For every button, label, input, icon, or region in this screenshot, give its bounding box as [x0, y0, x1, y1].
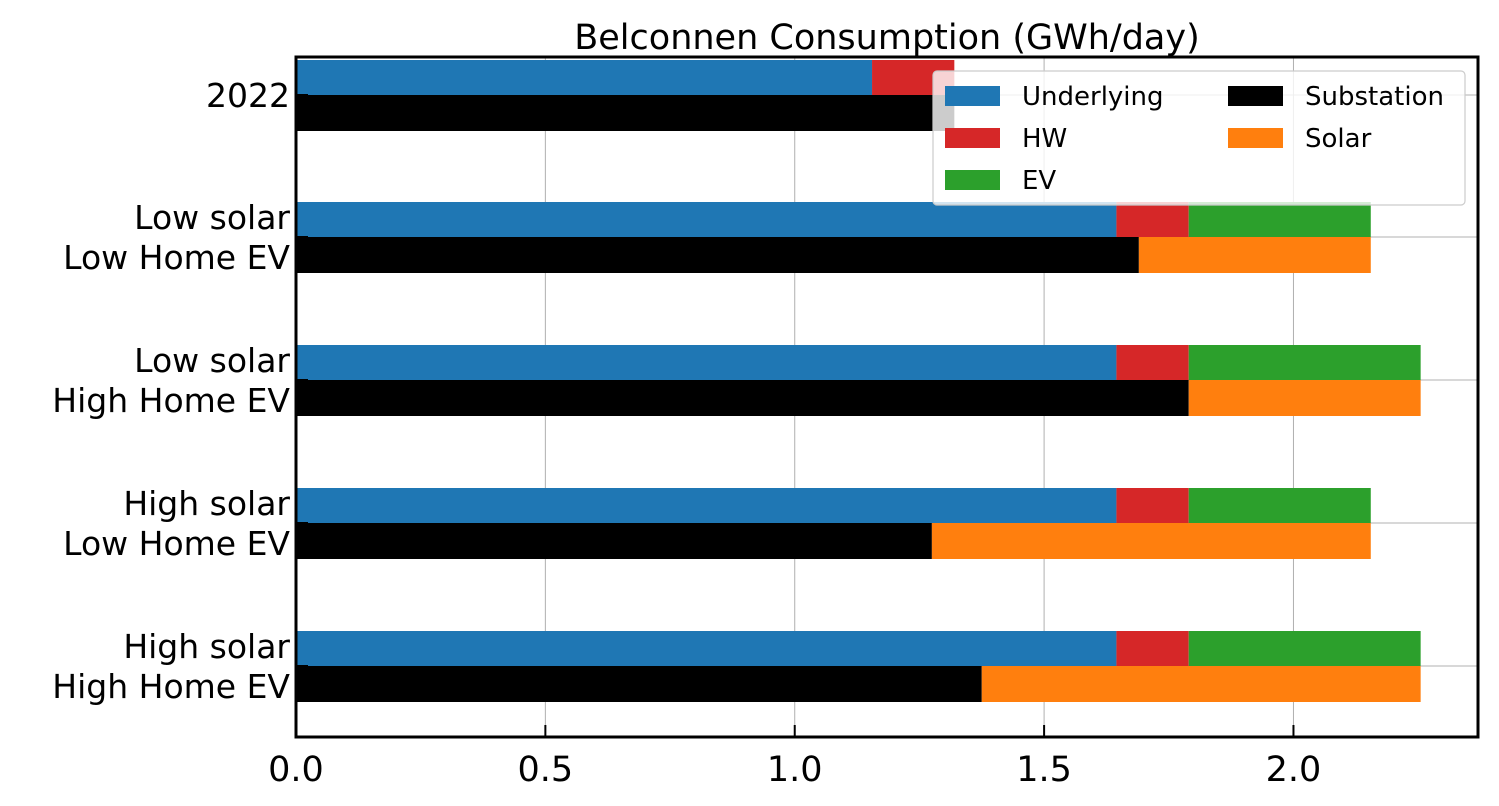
legend-swatch-hw	[945, 128, 1000, 148]
bar-substation	[296, 666, 982, 702]
y-tick-label: 2022	[206, 76, 290, 115]
y-tick-label: High solar	[123, 484, 290, 523]
bar-underlying	[296, 631, 1117, 666]
x-tick-label: 0.0	[268, 750, 324, 790]
bar-underlying	[296, 488, 1117, 523]
legend-swatch-solar	[1228, 128, 1283, 148]
bar-solar	[1188, 380, 1421, 416]
legend-label-solar: Solar	[1305, 124, 1372, 154]
legend-swatch-substation	[1228, 86, 1283, 106]
legend-box	[932, 70, 1466, 206]
bar-ev	[1188, 345, 1421, 380]
bar-underlying	[296, 202, 1117, 237]
y-tick-label: Low Home EV	[63, 238, 290, 277]
bar-underlying	[296, 60, 873, 95]
y-tick-label: Low solar	[134, 198, 290, 237]
x-tick-label: 0.5	[518, 750, 574, 790]
bar-ev	[1188, 631, 1421, 666]
bar-substation	[296, 523, 932, 559]
legend-swatch-ev	[945, 170, 1000, 190]
y-tick-label: High Home EV	[52, 381, 290, 420]
legend-label-ev: EV	[1022, 166, 1056, 196]
legend-label-underlying: Underlying	[1022, 82, 1164, 112]
bars	[296, 60, 1421, 702]
bar-hw	[1116, 345, 1189, 380]
bar-solar	[1138, 237, 1371, 273]
bar-solar	[981, 666, 1421, 702]
y-tick-label: Low solar	[134, 341, 290, 380]
bar-hw	[1116, 631, 1189, 666]
bar-hw	[1116, 488, 1189, 523]
plot-frame	[294, 55, 1480, 739]
x-tick-label: 2.0	[1266, 750, 1322, 790]
legend-label-hw: HW	[1022, 124, 1067, 154]
x-tick-label: 1.0	[767, 750, 823, 790]
y-tick-label: High Home EV	[52, 667, 290, 706]
bar-substation	[296, 380, 1189, 416]
bar-substation	[296, 95, 955, 131]
chart-title: Belconnen Consumption (GWh/day)	[574, 18, 1199, 58]
x-tick-label: 1.5	[1016, 750, 1072, 790]
x-tick-labels: 0.0 0.5 1.0 1.5 2.0	[268, 750, 1321, 790]
ticks	[295, 94, 1295, 737]
bar-hw	[1116, 202, 1189, 237]
y-tick-label: Low Home EV	[63, 524, 290, 563]
legend: Underlying HW EV Substation Solar	[932, 70, 1466, 206]
legend-swatch-underlying	[945, 86, 1000, 106]
legend-label-substation: Substation	[1305, 82, 1444, 112]
bar-underlying	[296, 345, 1117, 380]
bar-ev	[1188, 202, 1371, 237]
bar-solar	[931, 523, 1371, 559]
bar-ev	[1188, 488, 1371, 523]
bar-substation	[296, 237, 1139, 273]
y-tick-label: High solar	[123, 627, 290, 666]
